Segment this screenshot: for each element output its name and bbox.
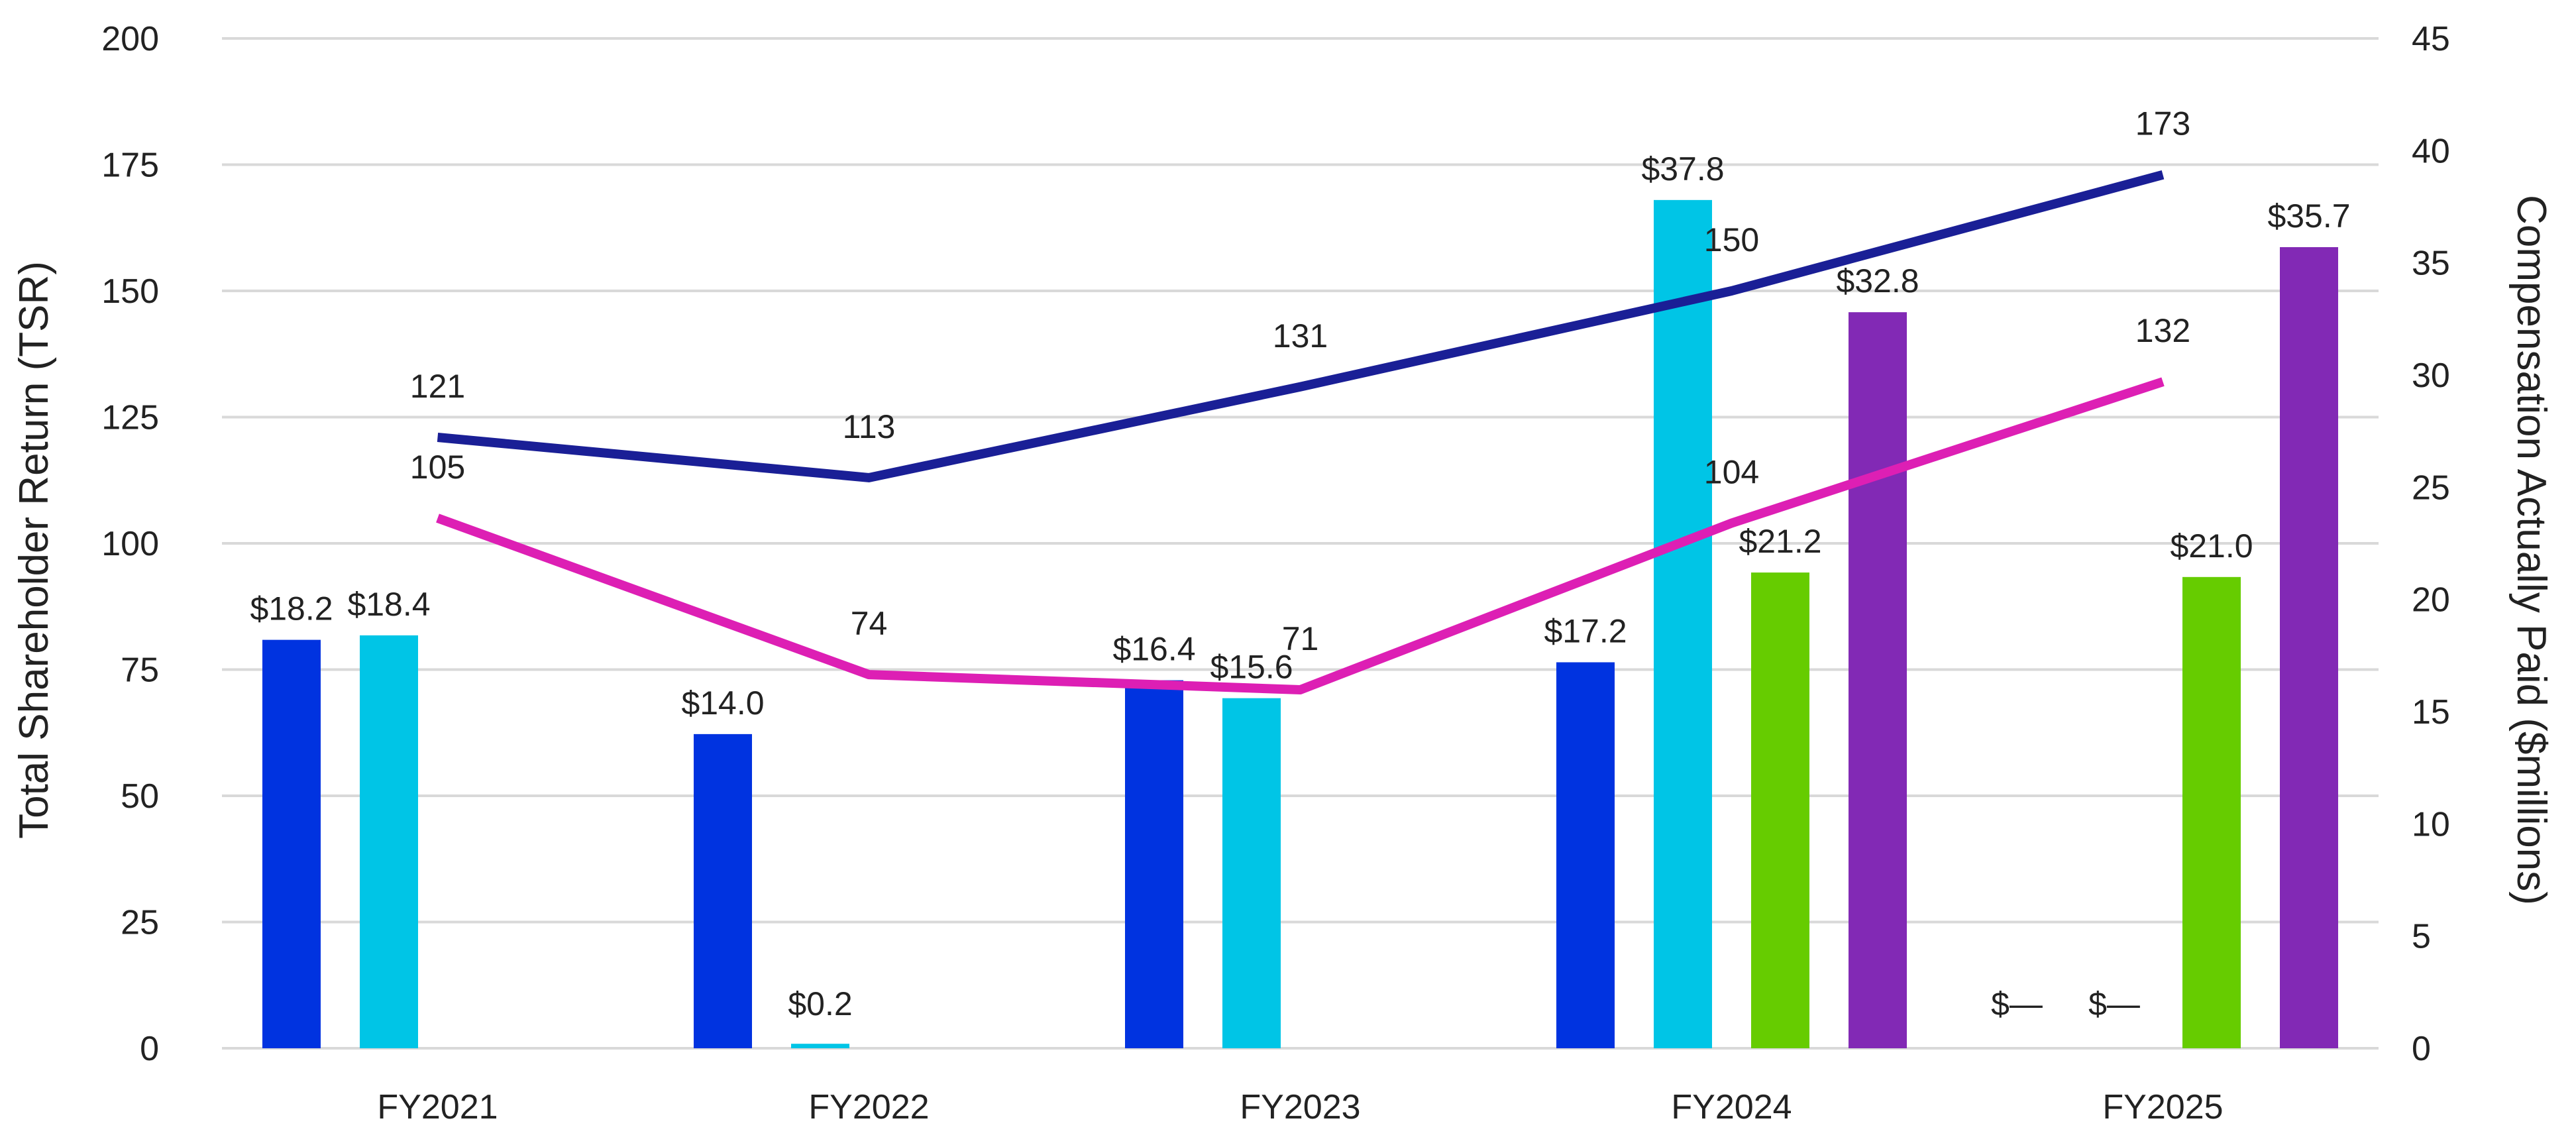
line-data-label: 150: [1704, 221, 1759, 258]
y-right-tick-label: 40: [2412, 132, 2450, 170]
bar-data-label: $17.2: [1544, 612, 1627, 649]
y-left-tick-label: 200: [101, 20, 159, 58]
bar-data-label: $18.2: [250, 590, 333, 627]
x-tick-label: FY2021: [377, 1088, 498, 1126]
bar: [791, 1044, 849, 1048]
bar: [1125, 680, 1183, 1048]
y-left-tick-label: 125: [101, 399, 159, 437]
line-data-label: 173: [2135, 105, 2190, 142]
bar-data-label: $32.8: [1836, 262, 1919, 300]
y-left-tick-label: 175: [101, 146, 159, 185]
y-right-tick-label: 10: [2412, 805, 2450, 844]
y-right-tick-label: 15: [2412, 693, 2450, 732]
line-data-label: 132: [2135, 312, 2190, 349]
bar-data-label: $35.7: [2267, 197, 2350, 235]
y-left-tick-label: 50: [121, 777, 159, 816]
bar-data-label: $21.0: [2170, 527, 2253, 565]
y-left-tick-label: 0: [140, 1030, 159, 1068]
bar-data-label: $0.2: [788, 985, 852, 1022]
bar: [694, 734, 752, 1048]
bar-data-label: $18.4: [347, 586, 430, 623]
series-line: [436, 377, 2165, 694]
bar: [1654, 199, 1712, 1049]
gridlines: [222, 37, 2379, 1050]
y-left-tick-label: 25: [121, 904, 159, 942]
y-right-tick-label: 30: [2412, 356, 2450, 395]
y-right-axis-title: Compensation Actually Paid ($millions): [2508, 195, 2554, 905]
line-data-label: 131: [1273, 317, 1328, 354]
bar: [1222, 698, 1281, 1048]
y-left-tick-label: 75: [121, 651, 159, 690]
line-data-label: 104: [1704, 454, 1759, 491]
y-right-tick-label: 25: [2412, 468, 2450, 507]
bar: [360, 635, 418, 1048]
y-right-tick-label: 20: [2412, 581, 2450, 620]
bar: [262, 639, 321, 1048]
y-right-tick-label: 45: [2412, 20, 2450, 58]
x-tick-label: FY2023: [1240, 1088, 1360, 1126]
x-tick-label: FY2025: [2102, 1088, 2223, 1126]
bars: [262, 199, 2338, 1049]
bar-data-label: $—: [2088, 985, 2140, 1022]
series-line: [437, 170, 2165, 482]
bar-data-label: $—: [1991, 985, 2043, 1022]
tick-labels: 0 25 50 75 100 125 150 175 200 0 5 10 15 20 25 30 35 40 45…: [101, 20, 2450, 1126]
bar: [1751, 572, 1809, 1048]
line-data-label: 105: [410, 449, 465, 486]
y-right-tick-label: 0: [2412, 1030, 2431, 1068]
bar: [1849, 312, 1907, 1048]
bar-data-label: $21.2: [1739, 523, 1821, 560]
bar-data-label: $14.0: [681, 684, 764, 722]
bar: [2280, 246, 2338, 1049]
lines: [436, 170, 2165, 694]
bar: [2182, 576, 2241, 1048]
y-left-tick-label: 100: [101, 525, 159, 563]
x-tick-label: FY2022: [808, 1088, 929, 1126]
line-data-label: 121: [410, 368, 465, 405]
data-labels: $18.2 $14.0 $16.4 $17.2 $— $18.4 $0.2 $15.6 $37.…: [250, 105, 2350, 1022]
y-left-axis-title: Total Shareholder Return (TSR): [11, 261, 57, 839]
line-data-label: 113: [843, 408, 896, 445]
line-data-label: 74: [851, 605, 888, 642]
y-right-tick-label: 5: [2412, 918, 2431, 956]
bar-data-label: $37.8: [1641, 150, 1724, 188]
y-right-tick-label: 35: [2412, 245, 2450, 283]
bar-data-label: $15.6: [1210, 649, 1293, 686]
line-data-label: 71: [1282, 620, 1319, 657]
bar: [1556, 662, 1615, 1048]
y-left-tick-label: 150: [101, 272, 159, 311]
bar-data-label: $16.4: [1112, 631, 1195, 668]
x-tick-label: FY2024: [1671, 1088, 1792, 1126]
